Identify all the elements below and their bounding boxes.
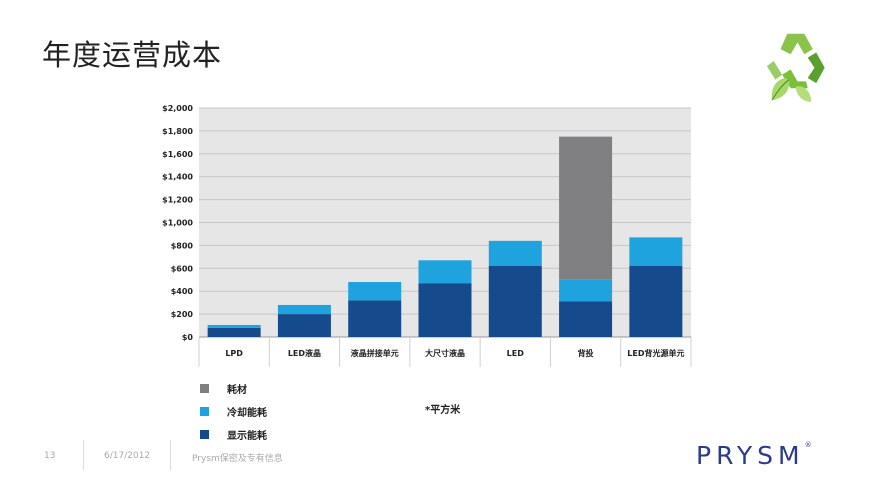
bar-segment (629, 266, 683, 337)
bar-segment (277, 314, 331, 337)
y-tick-label: $1,800 (162, 127, 193, 136)
stacked-bar-chart: $0 $200 $400 $600 $800 $1,000 $1,200 $1,400 $1,6… (162, 104, 692, 367)
x-tick-label: 背投 (578, 348, 594, 358)
x-axis-band (199, 337, 691, 367)
y-tick-label: $1,000 (162, 219, 193, 228)
bar-segment (418, 260, 472, 284)
y-tick-label: $0 (182, 333, 194, 342)
x-tick-label: 大尺寸液晶 (425, 348, 465, 358)
page-number: 13 (44, 451, 56, 461)
brand-logo: PRYSM® (696, 441, 812, 470)
footnote: *平方米 (425, 405, 461, 416)
brand-registered-mark: ® (804, 441, 812, 449)
bar-segment (488, 266, 542, 337)
legend-swatch-display (200, 429, 209, 439)
legend-item-consumables: 耗材 (200, 378, 267, 398)
x-tick-label: 液晶拼接单元 (351, 348, 399, 358)
y-tick-label: $1,200 (162, 196, 193, 205)
bar-segment (277, 304, 331, 315)
bar-segment (348, 282, 402, 301)
y-tick-label: $1,600 (162, 150, 193, 159)
y-tick-label: $600 (171, 264, 194, 273)
footer: 13 6/17/2012 Prysm保密及专有信息 PRYSM® (0, 440, 877, 470)
recycle-icon (766, 33, 825, 102)
bar-segment (418, 283, 472, 337)
y-tick-label: $2,000 (162, 104, 193, 113)
legend-label-consumables: 耗材 (227, 384, 247, 396)
x-tick-label: LED背光源单元 (627, 348, 684, 358)
chart-legend: 耗材 冷却能耗 显示能耗 (200, 378, 267, 447)
y-tick-label: $800 (171, 241, 194, 250)
footer-divider (170, 440, 171, 470)
x-tick-label: LED液晶 (288, 348, 321, 358)
footer-confidential: Prysm保密及专有信息 (192, 454, 283, 464)
bar-segment (629, 237, 683, 267)
footer-date: 6/17/2012 (104, 451, 151, 461)
brand-name: PRYSM (696, 441, 805, 470)
bar-segment (488, 240, 542, 267)
y-tick-label: $200 (171, 310, 194, 319)
legend-item-display: 显示能耗 (200, 424, 267, 444)
x-tick-label: LED (507, 349, 525, 358)
bar-segment (207, 327, 261, 337)
legend-label-cooling: 冷却能耗 (227, 407, 267, 419)
x-tick-label: LPD (225, 349, 243, 358)
bar-segment (348, 300, 402, 337)
legend-label-display: 显示能耗 (227, 430, 267, 442)
page-title: 年度运营成本 (42, 38, 223, 72)
legend-swatch-consumables (200, 383, 209, 393)
legend-item-cooling: 冷却能耗 (200, 401, 267, 421)
bar-segment (559, 279, 613, 302)
footer-divider (83, 440, 84, 470)
bar-segment (559, 136, 613, 280)
bar-segment (207, 324, 261, 328)
y-tick-label: $1,400 (162, 173, 193, 182)
bar-segment (559, 301, 613, 337)
legend-swatch-cooling (200, 406, 209, 416)
y-tick-label: $400 (171, 287, 194, 296)
